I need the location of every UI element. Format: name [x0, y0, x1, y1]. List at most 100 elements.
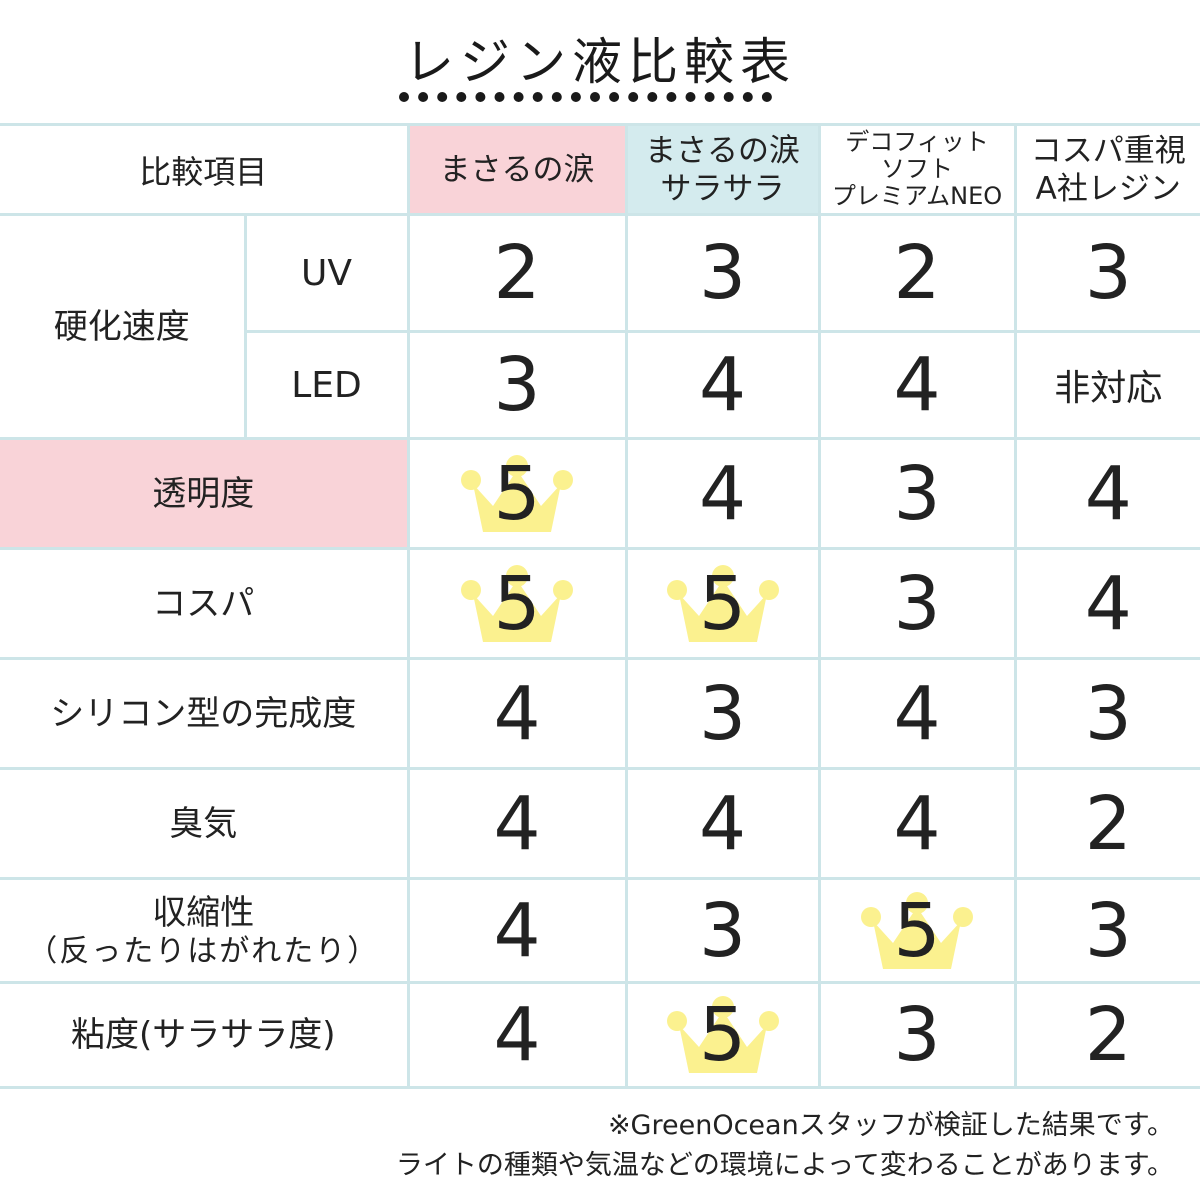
crown-icon: [666, 564, 779, 642]
underline-dot: [742, 92, 753, 102]
score-value: 3: [893, 450, 941, 537]
underline-dot: [551, 92, 562, 102]
underline-dot: [666, 92, 677, 102]
row-label-curing-speed: 硬化速度: [0, 213, 247, 440]
score-cell: 4: [406, 981, 628, 1089]
score-value: 3: [893, 560, 941, 647]
score-value: 4: [893, 342, 941, 428]
score-cell: 5: [624, 981, 821, 1089]
table-row: LED 3 4 4 非対応: [0, 330, 1200, 440]
score-cell: 4: [624, 767, 821, 880]
underline-dot: [494, 92, 505, 102]
score-value: 4: [493, 992, 541, 1078]
row-label-text: 粘度(サラサラ度): [70, 1015, 336, 1055]
score-cell: 3: [817, 981, 1017, 1089]
underline-dot: [418, 92, 429, 102]
score-cell: 4: [817, 330, 1017, 440]
score-value: 4: [893, 670, 941, 757]
footnote-line-2: ライトの種類や気温などの環境によって変わることがあります。: [395, 1150, 1174, 1181]
score-cell: 非対応: [1013, 330, 1200, 440]
row-label: シリコン型の完成度: [0, 657, 410, 770]
curing-sub-label: UV: [243, 213, 410, 333]
score-value: 3: [893, 992, 941, 1078]
score-value: 3: [493, 342, 541, 428]
curing-sub-label: LED: [243, 330, 410, 440]
underline-dot: [685, 92, 696, 102]
product-name-line: まさるの涙: [439, 151, 595, 188]
row-label-text: コスパ: [152, 583, 255, 624]
score-cell: 3: [624, 657, 821, 770]
score-cell: 3: [1013, 877, 1200, 984]
score-cell: 5: [406, 437, 628, 550]
table-row: 粘度(サラサラ度) 4 5 3 2: [0, 981, 1200, 1089]
score-value: 4: [893, 780, 941, 867]
crown-icon: [461, 454, 574, 532]
product-header-4: コスパ重視 A社レジン: [1013, 123, 1200, 216]
table-row: シリコン型の完成度 4 3 4 3: [0, 657, 1200, 770]
score-cell: 5: [817, 877, 1017, 984]
row-label: 透明度: [0, 437, 410, 550]
score-value: 3: [698, 230, 747, 316]
underline-dot: [570, 92, 581, 102]
score-value: 4: [698, 780, 747, 867]
score-cell: 3: [406, 330, 628, 440]
product-name-line: まさるの涙: [645, 132, 801, 169]
score-value: 5: [698, 560, 747, 647]
underline-dot: [456, 92, 467, 102]
underline-dot: [609, 92, 620, 102]
product-header-2: まさるの涙 サラサラ: [624, 123, 821, 216]
underline-dot: [704, 92, 715, 102]
score-cell: 4: [624, 437, 821, 550]
product-header-3: デコフィット ソフト プレミアムNEO: [817, 123, 1017, 216]
score-value: 5: [698, 992, 747, 1078]
score-cell: 4: [406, 877, 628, 984]
score-cell: 3: [624, 877, 821, 984]
underline-dot: [532, 92, 543, 102]
row-label-text: 臭気: [169, 803, 238, 844]
row-label-text: 収縮性: [152, 892, 255, 933]
table-row: 収縮性 （反ったりはがれたり） 4 3 5 3: [0, 877, 1200, 984]
score-cell: 4: [1013, 547, 1200, 660]
product-name-line: コスパ重視: [1030, 132, 1186, 169]
score-cell: 2: [817, 213, 1017, 333]
score-value: 4: [698, 450, 747, 537]
score-value: 4: [1084, 560, 1132, 647]
score-cell: 3: [817, 437, 1017, 550]
underline-dot: [761, 92, 772, 102]
row-label: 粘度(サラサラ度): [0, 981, 410, 1089]
underline-dot: [437, 92, 448, 102]
score-value: 5: [493, 560, 541, 647]
score-cell: 4: [817, 657, 1017, 770]
score-value: 4: [493, 780, 541, 867]
score-value: 2: [893, 230, 941, 316]
header-row: 比較項目 まさるの涙 まさるの涙 サラサラ デコフィット ソフト プレミアムNEO コスパ重視…: [0, 123, 1200, 216]
score-value: 5: [893, 887, 941, 974]
score-cell: 4: [1013, 437, 1200, 550]
score-cell: 5: [406, 547, 628, 660]
score-value: 2: [1084, 992, 1132, 1078]
underline-dot: [475, 92, 486, 102]
crown-icon: [861, 891, 974, 969]
score-cell: 3: [1013, 213, 1200, 333]
underline-dot: [723, 92, 734, 102]
page-title: レジン液比較表: [404, 33, 796, 91]
score-value: 3: [698, 670, 747, 757]
score-value: 非対応: [1054, 368, 1163, 409]
underline-dot: [513, 92, 524, 102]
score-cell: 4: [624, 330, 821, 440]
row-label: 収縮性 （反ったりはがれたり）: [0, 877, 410, 984]
row-label-text: 透明度: [152, 473, 255, 514]
score-cell: 4: [406, 767, 628, 880]
row-label: 臭気: [0, 767, 410, 880]
score-value: 3: [1084, 230, 1132, 316]
comparison-table: 比較項目 まさるの涙 まさるの涙 サラサラ デコフィット ソフト プレミアムNEO コスパ重視…: [0, 123, 1200, 1089]
score-value: 3: [1084, 670, 1132, 757]
underline-dot: [647, 92, 658, 102]
table-row: 臭気 4 4 4 2: [0, 767, 1200, 880]
score-value: 4: [1084, 450, 1132, 537]
score-cell: 3: [1013, 657, 1200, 770]
score-value: 4: [493, 887, 541, 974]
score-cell: 5: [624, 547, 821, 660]
header-label: 比較項目: [0, 123, 410, 216]
underline-dot: [399, 92, 409, 102]
